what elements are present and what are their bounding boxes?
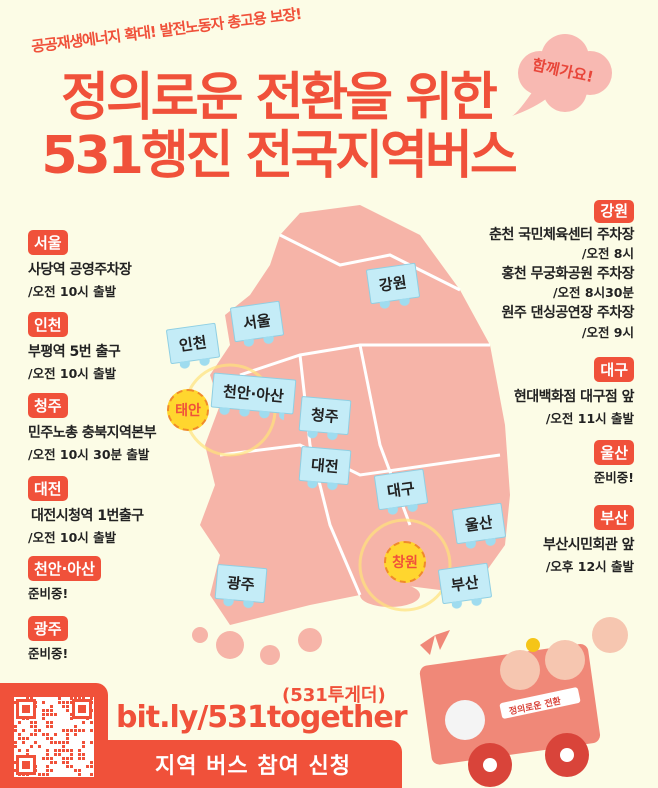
place: 사당역 공영주차장 — [28, 262, 132, 278]
region-tag: 부산 — [594, 505, 634, 530]
time: /오전 10시 출발 — [28, 530, 117, 545]
map-sign-gangwon: 강원 — [365, 262, 420, 305]
place: 부산시민회관 앞 — [542, 537, 635, 553]
map-sign-cheongju: 청주 — [298, 395, 352, 436]
map-sign-gwangju: 광주 — [214, 563, 268, 604]
qr-panel — [0, 683, 108, 788]
region-tag: 대전 — [28, 476, 68, 501]
time: /오전 8시30분 — [552, 285, 634, 301]
region-tag: 울산 — [594, 440, 634, 465]
map-sign-cheonan-asan: 천안·아산 — [210, 372, 297, 415]
time: /오전 10시 30분 출발 — [28, 447, 150, 462]
region-tag: 서울 — [28, 230, 68, 255]
region-tag: 광주 — [28, 616, 68, 641]
map-sign-incheon: 인천 — [165, 322, 220, 365]
place: 원주 댄싱공연장 주차장 — [501, 305, 634, 321]
signup-button[interactable]: 지역 버스 참여 신청 — [104, 740, 402, 788]
map-sign-daejeon: 대전 — [298, 445, 352, 486]
time: /오후 12시 출발 — [545, 559, 634, 574]
title-line1: 정의로운 전환을 위한 — [61, 68, 498, 128]
place: 홍천 무궁화공원 주차장 — [501, 265, 634, 282]
region-tag: 강원 — [594, 200, 634, 223]
map-sign-seoul: 서울 — [229, 300, 284, 343]
place: 현대백화점 대구점 앞 — [513, 389, 635, 405]
subtitle: 공공재생에너지 확대! 발전노동자 총고용 보장! — [30, 4, 303, 56]
place: 민주노총 충북지역본부 — [28, 425, 157, 441]
time: /오전 9시 — [581, 324, 634, 340]
status: 준비중! — [28, 586, 69, 601]
time: /오전 11시 출발 — [545, 411, 634, 426]
status: 준비중! — [593, 470, 634, 485]
time: /오전 8시 — [581, 246, 634, 262]
time: /오전 10시 출발 — [28, 366, 117, 381]
place: 부평역 5번 출구 — [28, 344, 121, 360]
region-tag: 천안·아산 — [28, 556, 101, 581]
bus-illustration: 정의로운 전환 — [419, 617, 628, 787]
cloud-icon — [512, 34, 612, 116]
place: 대전시청역 1번출구 — [31, 508, 144, 524]
badge-taean: 태안 — [167, 389, 209, 431]
region-gangwon: 강원 춘천 국민체육센터 주차장/오전 8시 홍천 무궁화공원 주차장/오전 8… — [489, 200, 634, 340]
title-line2: 531행진 전국지역버스 — [41, 126, 517, 186]
time: /오전 10시 출발 — [28, 284, 117, 299]
region-tag: 청주 — [28, 393, 68, 418]
signup-url[interactable]: bit.ly/531together — [116, 700, 408, 735]
region-tag: 대구 — [594, 357, 634, 382]
region-tag: 인천 — [28, 312, 68, 337]
cloud-bubble: 함께가요! — [510, 28, 620, 118]
nickname: (531투게더) — [282, 685, 386, 706]
map-sign-busan: 부산 — [437, 562, 492, 605]
qr-code[interactable] — [14, 697, 94, 777]
status: 준비중! — [28, 646, 69, 661]
map-sign-daegu: 대구 — [373, 468, 428, 511]
map-sign-ulsan: 울산 — [451, 502, 506, 545]
place: 춘천 국민체육센터 주차장 — [489, 226, 634, 243]
badge-changwon: 창원 — [384, 541, 426, 583]
